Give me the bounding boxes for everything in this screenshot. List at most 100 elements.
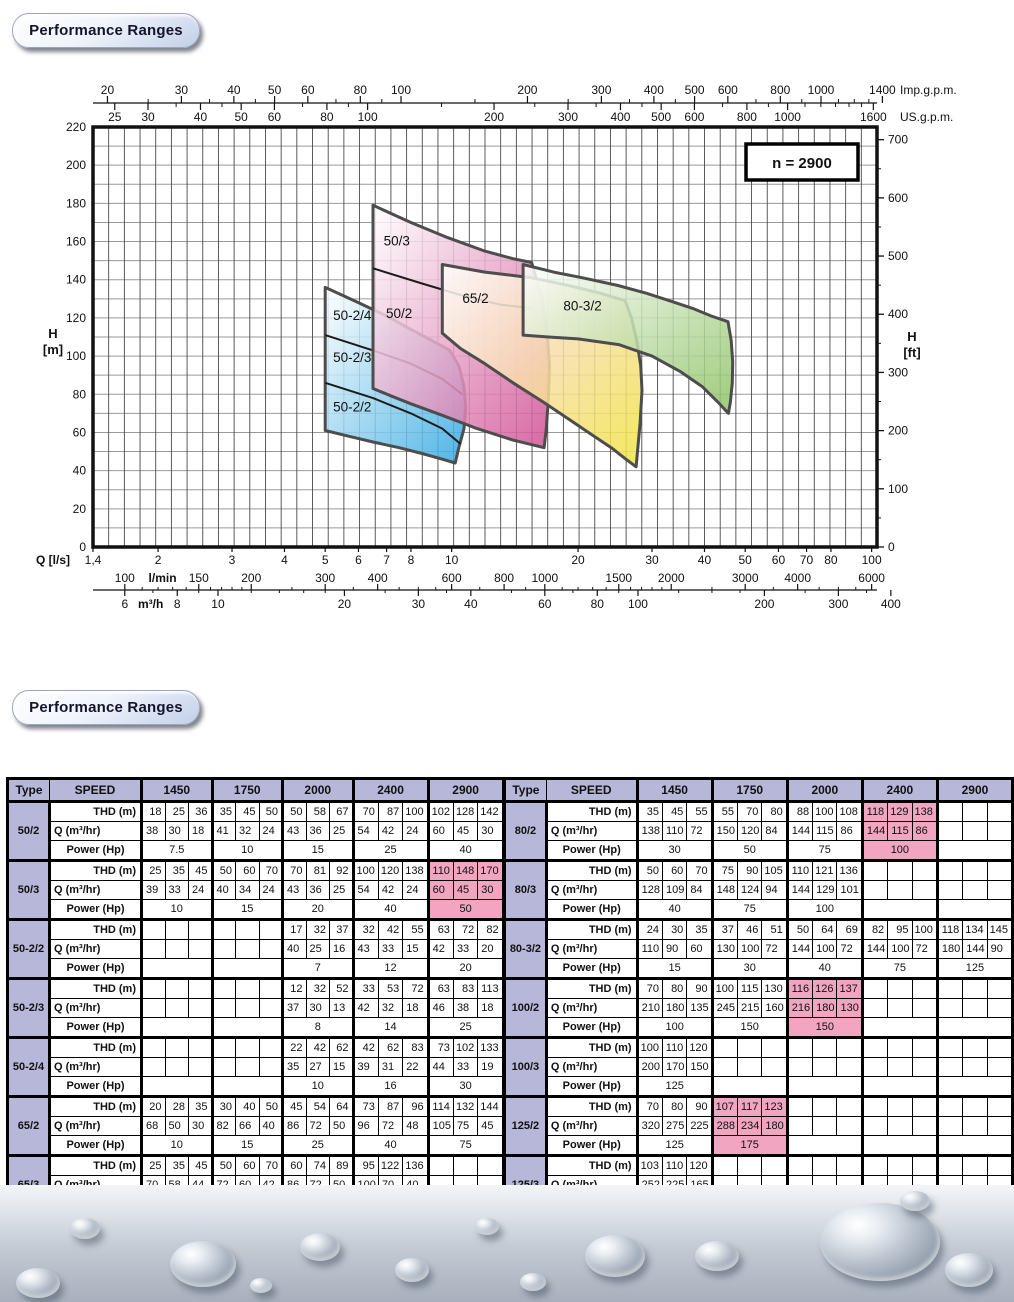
- q-value-cell: [235, 998, 260, 1018]
- thd-value-cell: 148: [452, 859, 479, 881]
- thd-value-cell: 92: [329, 859, 354, 881]
- pump-type-cell: 100/2: [504, 977, 548, 1038]
- thd-value-cell: [235, 918, 260, 940]
- q-value-cell: 110: [635, 939, 663, 959]
- h-ft-tick: 500: [888, 249, 908, 263]
- thd-value-cell: 95: [887, 918, 913, 940]
- row-label-thd: THD (m): [545, 977, 638, 999]
- q-value-cell: [962, 1116, 988, 1136]
- thd-value-cell: [935, 1036, 964, 1058]
- q-value-cell: 31: [377, 1057, 404, 1077]
- thd-value-cell: 82: [477, 918, 504, 940]
- q-value-cell: [210, 939, 236, 959]
- q-value-cell: [860, 1116, 889, 1136]
- q-value-cell: 42: [377, 880, 404, 900]
- thd-value-cell: [812, 1095, 838, 1117]
- q-value-cell: 245: [710, 998, 739, 1018]
- power-value-cell: 50: [710, 840, 788, 861]
- q-value-cell: 42: [426, 939, 454, 959]
- power-value-cell: 75: [426, 1135, 504, 1156]
- q-value-cell: 39: [351, 1057, 379, 1077]
- q-ls-tick: 60: [772, 553, 786, 567]
- q-value-cell: 48: [402, 1116, 429, 1136]
- thd-value-cell: 128: [452, 800, 479, 822]
- thd-value-cell: 17: [281, 918, 307, 940]
- lmin-tick: 800: [494, 571, 514, 585]
- q-value-cell: 44: [426, 1057, 454, 1077]
- thd-value-cell: 132: [452, 1095, 479, 1117]
- q-value-cell: 72: [377, 1116, 404, 1136]
- q-value-cell: 130: [836, 998, 863, 1018]
- thd-value-cell: 70: [635, 977, 663, 999]
- badge-label: Performance Ranges: [29, 699, 183, 716]
- q-value-cell: 200: [635, 1057, 663, 1077]
- q-value-cell: 45: [452, 880, 479, 900]
- h-m-label: H: [48, 326, 57, 341]
- imp-gpm-tick: 60: [301, 83, 315, 97]
- power-value-cell: 16: [351, 1076, 429, 1097]
- q-value-cell: 15: [402, 939, 429, 959]
- thd-value-cell: 80: [661, 977, 688, 999]
- m3h-tick: 6: [121, 597, 128, 611]
- thd-value-cell: [210, 977, 236, 999]
- power-value-cell: 15: [210, 1135, 283, 1156]
- power-value-cell: 30: [426, 1076, 504, 1097]
- thd-value-cell: [935, 1095, 964, 1117]
- thd-value-cell: 110: [785, 859, 814, 881]
- m3h-tick: 200: [754, 597, 774, 611]
- q-value-cell: 33: [377, 939, 404, 959]
- us-gpm-tick: 1000: [774, 110, 801, 124]
- thd-value-cell: 55: [402, 918, 429, 940]
- col-header-speed-value: 1750: [710, 778, 788, 802]
- q-ls-tick: 30: [645, 553, 659, 567]
- power-value-cell: 125: [935, 958, 1014, 979]
- thd-value-cell: 60: [281, 1154, 307, 1176]
- q-value-cell: [710, 1057, 739, 1077]
- pump-range-label: 65/2: [462, 291, 488, 306]
- thd-value-cell: 110: [426, 859, 454, 881]
- thd-value-cell: 134: [962, 918, 988, 940]
- q-ls-tick: 50: [739, 553, 753, 567]
- q-value-cell: [887, 1116, 913, 1136]
- thd-value-cell: 12: [281, 977, 307, 999]
- row-label-q: Q (m³/hr): [49, 939, 142, 959]
- q-value-cell: 148: [710, 880, 739, 900]
- q-value-cell: 84: [761, 821, 788, 841]
- h-ft-tick: 200: [888, 424, 908, 438]
- q-value-cell: 135: [686, 998, 713, 1018]
- row-label-q: Q (m³/hr): [49, 1057, 142, 1077]
- h-m-tick: 200: [66, 158, 86, 172]
- thd-value-cell: [986, 859, 1014, 881]
- imp-gpm-tick: 50: [268, 83, 282, 97]
- q-value-cell: 115: [887, 821, 913, 841]
- power-value-cell: [860, 899, 938, 920]
- col-header-speed-value: 2000: [281, 778, 354, 802]
- q-value-cell: 320: [635, 1116, 663, 1136]
- thd-value-cell: 90: [737, 859, 763, 881]
- q-value-cell: 72: [911, 939, 938, 959]
- h-m-tick: 20: [73, 502, 87, 516]
- h-m-tick: 40: [73, 464, 87, 478]
- m3h-tick: 400: [881, 597, 901, 611]
- q-value-cell: 50: [329, 1116, 354, 1136]
- impeller-divider-line: [324, 381, 462, 445]
- q-value-cell: [164, 998, 189, 1018]
- thd-value-cell: 70: [351, 800, 379, 822]
- thd-value-cell: [785, 1154, 814, 1176]
- q-value-cell: [986, 880, 1014, 900]
- q-value-cell: [887, 998, 913, 1018]
- thd-value-cell: [140, 918, 166, 940]
- q-value-cell: [140, 998, 166, 1018]
- water-droplet: [820, 1203, 940, 1281]
- thd-value-cell: 120: [686, 1154, 713, 1176]
- row-label-q: Q (m³/hr): [545, 880, 638, 900]
- q-value-cell: 45: [477, 1116, 504, 1136]
- thd-value-cell: 45: [661, 800, 688, 822]
- row-label-q: Q (m³/hr): [49, 880, 142, 900]
- q-value-cell: [836, 1116, 863, 1136]
- q-value-cell: 115: [812, 821, 838, 841]
- thd-value-cell: [710, 1154, 739, 1176]
- thd-value-cell: 33: [351, 977, 379, 999]
- pump-type-cell: 50/3: [7, 859, 51, 920]
- thd-value-cell: 45: [188, 859, 213, 881]
